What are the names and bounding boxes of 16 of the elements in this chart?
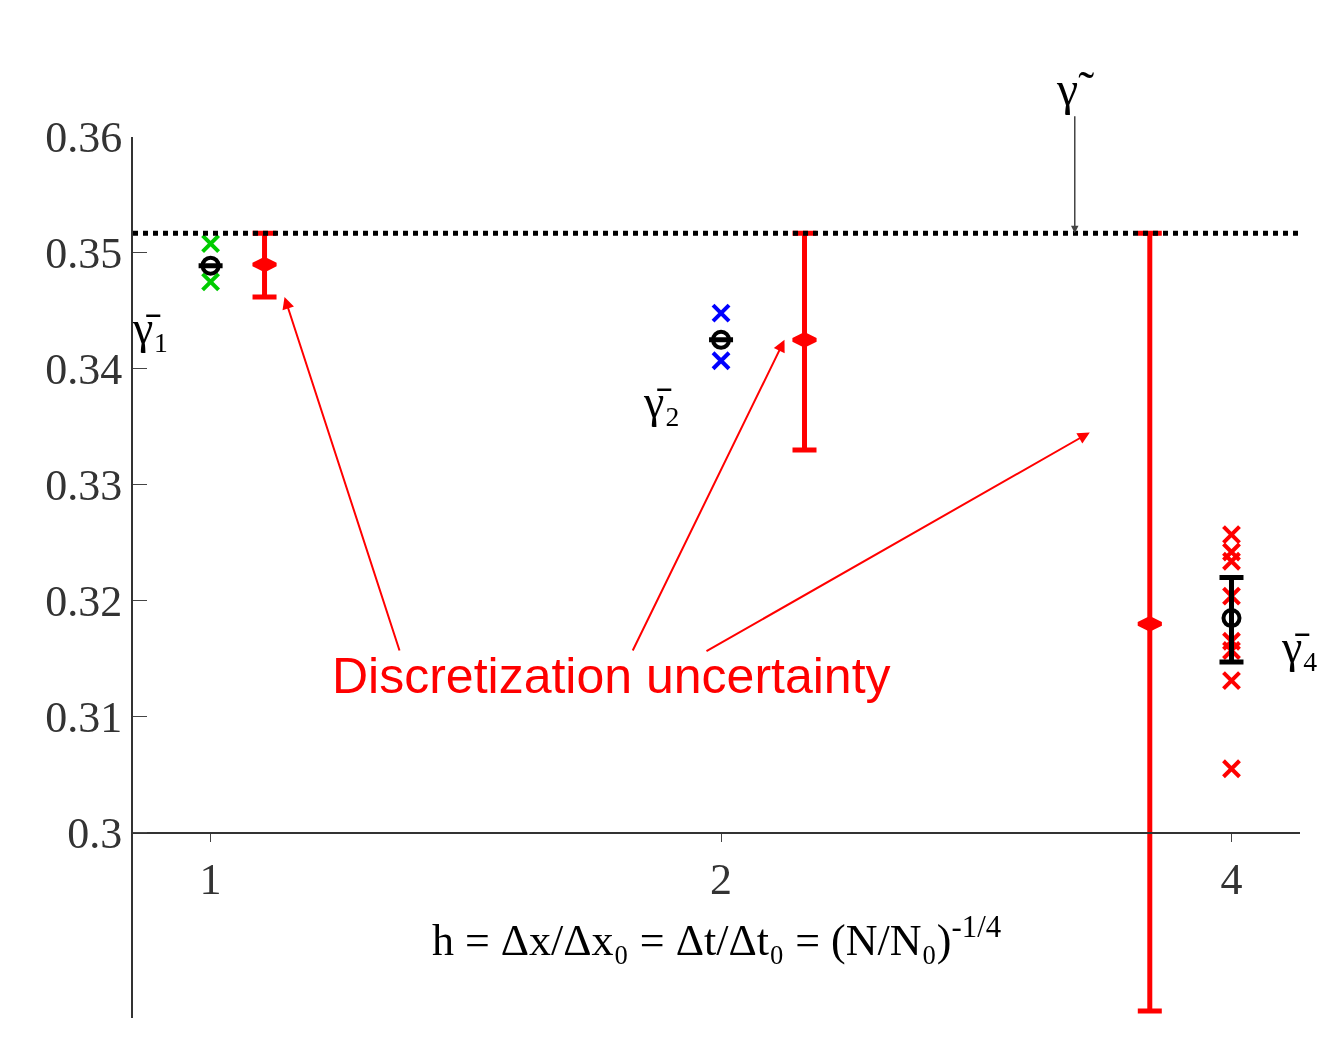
x-tick-label: 4 <box>1220 855 1243 905</box>
x-axis-title: h = Δx/Δx₀ = Δt/Δt₀ = (N/N₀)$^{-1/4}$ <box>431 909 1002 966</box>
annotation: γ̄₁ <box>132 302 170 353</box>
ref-line-label: γ̃ <box>1056 62 1095 115</box>
annotation: Discretization uncertainty <box>332 648 891 704</box>
y-tick-label: 0.35 <box>45 229 123 279</box>
x-tick-label: 1 <box>199 855 222 905</box>
y-tick-label: 0.31 <box>45 693 123 743</box>
annotation: γ̄₄ <box>1281 621 1319 672</box>
annotation: γ̄₂ <box>643 376 681 427</box>
y-tick-label: 0.33 <box>45 461 123 511</box>
y-tick-label: 0.3 <box>67 808 123 858</box>
y-tick-label: 0.36 <box>45 113 123 163</box>
y-tick-label: 0.34 <box>45 345 123 395</box>
x-tick-label: 2 <box>710 855 733 905</box>
y-tick-label: 0.32 <box>45 577 123 627</box>
